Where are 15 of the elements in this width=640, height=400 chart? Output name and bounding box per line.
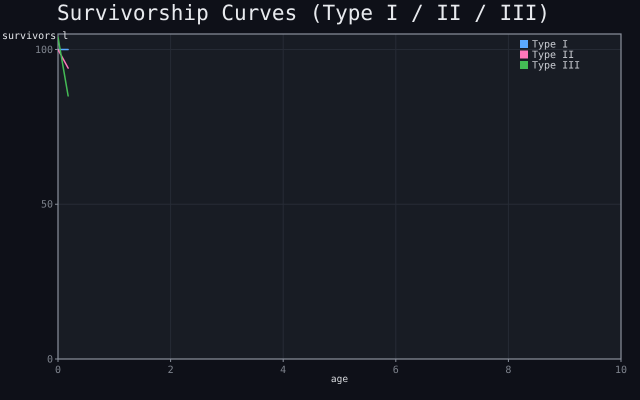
chart-title: Survivorship Curves (Type I / II / III) — [57, 1, 550, 25]
legend-label: Type III — [532, 60, 580, 72]
y-tick-label: 100 — [34, 44, 53, 56]
x-axis-title: age — [330, 374, 348, 385]
x-tick-label: 8 — [505, 365, 512, 376]
legend-label: Type I — [532, 40, 568, 50]
y-tick-label: 0 — [46, 354, 53, 366]
legend-label: Type II — [532, 50, 574, 61]
x-tick-label: 0 — [54, 365, 62, 376]
x-tick-label: 6 — [392, 365, 399, 376]
y-axis-title: survivors l — [2, 31, 68, 42]
x-tick-label: 2 — [168, 365, 174, 376]
x-tick-label: 4 — [280, 365, 286, 376]
x-tick-label: 10 — [614, 365, 628, 376]
y-tick-label: 50 — [40, 200, 53, 211]
